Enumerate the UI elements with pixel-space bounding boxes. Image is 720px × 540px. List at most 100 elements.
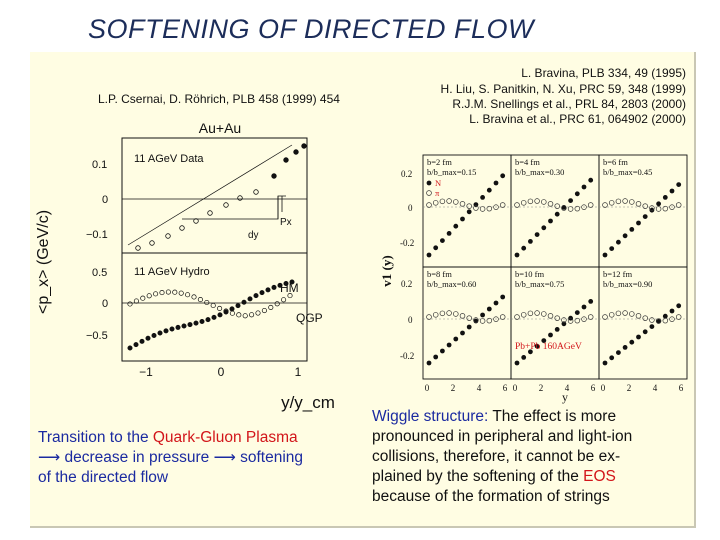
right-panel-point-pion (466, 203, 472, 209)
right-panel-point-nucleon (528, 239, 533, 244)
summary-line-3: of the directed flow (38, 469, 169, 486)
right-panel-point-pion (574, 205, 581, 212)
right-panel-point-nucleon (534, 232, 540, 237)
left-bottom-point-hm (241, 299, 247, 305)
left-figure: Au+Au <p_x> (GeV/c) y/y_cm 11 AGeV Data … (35, 120, 335, 412)
right-panel-ratio: b/b_max=0.45 (603, 167, 652, 177)
right-panel-point-pion (499, 202, 506, 208)
left-bottom-point-hm (193, 320, 199, 326)
left-top-data-points (135, 143, 307, 251)
right-panel-point-pion (675, 314, 682, 320)
right-panel-point-nucleon (669, 188, 675, 194)
legend-pion-marker (426, 190, 432, 196)
right-panel-point-nucleon (548, 332, 553, 338)
summary-line-1-start: Transition to the (38, 429, 153, 446)
right-panel-point-nucleon (541, 225, 547, 231)
right-panel-point-pion (602, 314, 608, 320)
right-panel-point-nucleon (460, 330, 465, 336)
right-panel-point-pion (486, 317, 493, 324)
right-panel-point-pion (608, 312, 615, 318)
summary-line-1: Transition to the Quark-Gluon Plasma (38, 428, 298, 448)
wiggle-line-4: plained by the softening of the EOS (372, 467, 616, 487)
right-panel-point-pion (662, 205, 669, 212)
right-panel-point-nucleon (493, 180, 499, 186)
left-bottom-ytick-3: −0.5 (86, 330, 108, 342)
right-x-tick: 0 (513, 383, 518, 393)
right-panel-point-nucleon (460, 216, 465, 222)
right-panel-point-pion (446, 198, 452, 204)
legend-nucleon-label: N (435, 178, 441, 188)
left-bottom-point-qgp (127, 301, 133, 307)
left-bottom-point-qgp (268, 304, 274, 310)
left-bottom-ytick-2: 0 (102, 298, 108, 310)
right-panel-point-nucleon (486, 187, 492, 193)
right-panel-point-pion (446, 310, 452, 316)
left-top-ytick-2: 0 (102, 194, 108, 206)
right-panel-point-pion (541, 199, 547, 205)
right-panel-point-pion (669, 204, 675, 210)
right-panel-point-pion (574, 317, 581, 324)
legend-pion-label: π (435, 188, 440, 198)
wiggle-line-3: collisions, therefore, it cannot be ex- (372, 448, 621, 465)
right-x-tick: 4 (477, 383, 482, 393)
left-bottom-point-qgp (274, 301, 280, 307)
left-bottom-ytick-1: 0.5 (92, 267, 107, 279)
left-bottom-point-qgp (153, 291, 159, 297)
left-top-panel-label: 11 AGeV Data (134, 153, 204, 165)
summary-line-2: ⟶ decrease in pressure ⟶ softening (38, 449, 304, 466)
right-panel-point-nucleon (609, 355, 615, 361)
right-panel-point-nucleon (588, 299, 594, 304)
right-panel-point-pion (655, 206, 662, 212)
right-panel-impact-parameter: b=6 fm (603, 157, 628, 167)
right-panel-point-pion (629, 199, 635, 205)
left-bottom-point-qgp (191, 294, 197, 300)
right-panel-ratio: b/b_max=0.90 (603, 279, 652, 289)
left-bottom-point-hm (247, 296, 253, 302)
left-top-point (179, 225, 185, 231)
left-bottom-point-hm (277, 282, 283, 288)
right-ytick-top-2: 0 (408, 203, 413, 213)
slide-title: SOFTENING OF DIRECTED FLOW (88, 14, 535, 44)
right-panel-point-nucleon (581, 304, 587, 310)
left-bottom-point-qgp (146, 293, 152, 299)
right-ytick-top-3: -0.2 (400, 238, 414, 248)
left-top-ytick-3: −0.1 (86, 229, 108, 241)
right-panel-point-pion (567, 318, 574, 324)
right-panel-point-pion (655, 318, 662, 324)
right-panel-point-nucleon (622, 345, 628, 350)
right-panel-point-nucleon (588, 177, 594, 183)
right-panel-point-pion (426, 202, 432, 208)
right-panel-point-nucleon (521, 355, 527, 360)
left-bottom-point-qgp (197, 297, 203, 303)
right-panel-point-nucleon (616, 350, 621, 355)
right-x-tick: 6 (591, 383, 596, 393)
right-ytick-bottom-1: 0.2 (401, 279, 412, 289)
right-panel-point-pion (473, 317, 479, 323)
right-panel-point-nucleon (433, 245, 439, 251)
right-panel-point-nucleon (574, 191, 580, 197)
right-panel-point-pion (527, 310, 534, 317)
left-bottom-point-hm (133, 342, 139, 348)
right-panel-point-pion (486, 205, 493, 212)
right-panel-point-pion (642, 315, 648, 321)
right-panel-point-nucleon (642, 329, 648, 335)
left-bottom-data-points (127, 279, 295, 351)
left-top-point (301, 143, 307, 149)
left-bottom-point-hm (259, 290, 265, 296)
right-panel-point-pion (493, 204, 499, 210)
wiggle-line-1-rest: The effect is more (488, 408, 617, 425)
left-bottom-point-hm (145, 335, 151, 341)
right-panel-point-pion (426, 314, 432, 320)
left-bottom-point-hm (271, 284, 277, 290)
right-panel-point-nucleon (642, 214, 648, 219)
right-panel-point-nucleon (453, 336, 459, 342)
right-panel-impact-parameter: b=8 fm (427, 269, 452, 279)
wiggle-line-2: pronounced in peripheral and light-ion (372, 428, 633, 445)
right-panel-point-nucleon (534, 343, 540, 349)
right-panel-point-pion (554, 203, 560, 209)
left-top-ytick-1: 0.1 (92, 159, 107, 171)
right-panel-point-nucleon (636, 334, 641, 340)
left-bottom-point-qgp (185, 292, 191, 298)
left-top-px-label: Px (280, 217, 292, 228)
right-panel-point-nucleon (581, 184, 587, 190)
